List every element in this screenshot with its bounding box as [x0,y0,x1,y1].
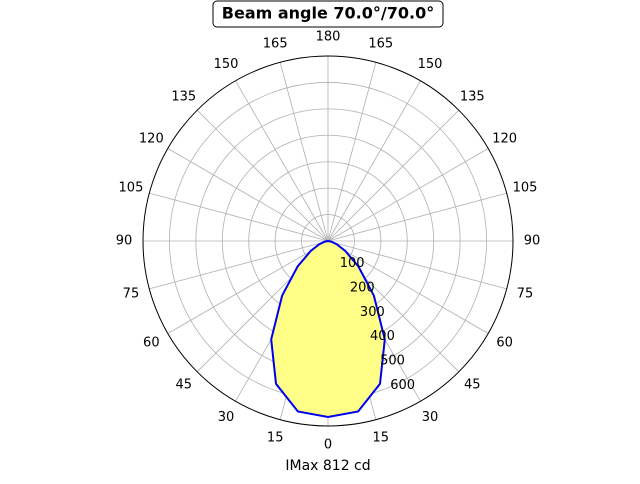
theta-tick-label: 150 [214,57,239,72]
theta-tick-label: 30 [422,410,439,425]
radial-tick-label: 600 [390,378,415,393]
theta-grid-line [327,192,507,242]
theta-tick-label: 60 [496,336,513,351]
theta-tick-label: 105 [119,181,144,196]
chart-title: Beam angle 70.0°/70.0° [222,4,434,23]
theta-grid-line [327,62,377,242]
radial-tick-label: 100 [340,256,365,271]
theta-tick-label: 120 [492,132,517,147]
theta-tick-label: 75 [517,286,534,301]
theta-grid-line [327,240,507,290]
theta-grid-line [327,80,421,242]
theta-grid-line [279,62,329,242]
theta-tick-label: 75 [123,286,140,301]
intensity-curve [270,239,386,419]
radial-tick-label: 300 [360,305,385,320]
theta-tick-label: 150 [418,57,443,72]
theta-tick-label: 165 [263,36,288,51]
theta-tick-label: 60 [143,336,160,351]
theta-tick-label: 30 [218,410,235,425]
theta-grid-line [196,109,329,242]
theta-tick-label: 45 [175,378,192,393]
theta-tick-label: 120 [139,132,164,147]
theta-tick-label: 15 [267,431,284,446]
radial-tick-label: 500 [380,354,405,369]
theta-grid-line [327,148,489,242]
theta-tick-label: 45 [464,378,481,393]
theta-tick-label: 15 [373,431,390,446]
theta-tick-label: 90 [524,234,541,249]
radial-tick-label: 200 [350,280,375,295]
theta-tick-label: 135 [171,89,196,104]
theta-grid-line [235,80,329,242]
theta-tick-label: 105 [513,181,538,196]
theta-tick-label: 165 [368,36,393,51]
theta-tick-label: 135 [460,89,485,104]
x-axis-label: IMax 812 cd [285,458,370,474]
theta-tick-label: 90 [116,234,133,249]
theta-grid-line [149,192,329,242]
radial-tick-label: 400 [370,329,395,344]
theta-tick-label: 0 [324,438,332,453]
theta-grid-line [327,240,489,334]
intensity-area [271,241,385,417]
polar-frame [142,55,514,427]
theta-grid-line [167,240,329,334]
theta-grid-line [149,240,329,290]
theta-grid-line [327,109,460,242]
title-box [212,0,444,28]
theta-tick-label: 180 [316,30,341,45]
theta-grid-line [167,148,329,242]
